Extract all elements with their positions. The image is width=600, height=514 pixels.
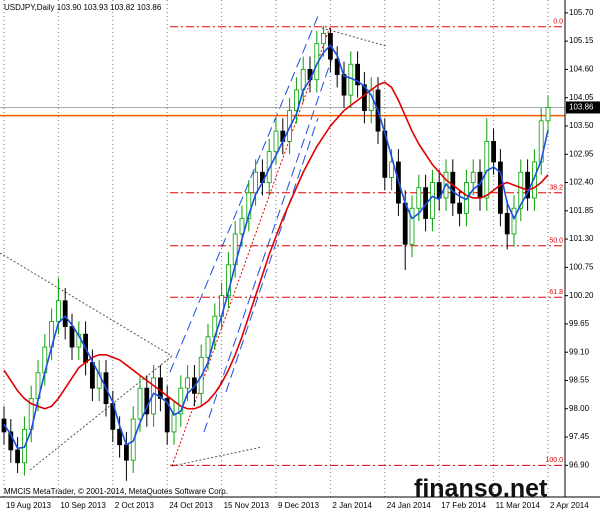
candle-body <box>389 161 395 178</box>
candle-body <box>90 362 95 389</box>
candle-body <box>525 171 530 199</box>
candle-body <box>416 187 422 209</box>
candle-body <box>137 387 143 420</box>
y-tick-label: 99.10 <box>569 347 590 356</box>
x-tick-label: 24 Oct 2013 <box>169 501 213 510</box>
candle-body <box>205 336 211 358</box>
fibo-label: 61.8 <box>549 289 563 296</box>
y-tick-label: 105.15 <box>569 36 594 45</box>
y-tick-label: 101.30 <box>569 234 594 243</box>
candle-body <box>518 171 524 209</box>
candle-body <box>157 377 163 399</box>
y-tick-label: 97.45 <box>569 432 590 441</box>
y-tick-label: 103.50 <box>569 121 594 130</box>
trend-line <box>321 27 387 47</box>
trend-line <box>171 446 263 467</box>
candle-body <box>185 377 191 389</box>
candle-body <box>225 264 231 297</box>
y-tick-label: 99.65 <box>569 319 590 328</box>
candle-body <box>15 449 21 464</box>
watermark: finanso.net <box>414 475 548 503</box>
x-tick-label: 2 Apr 2014 <box>550 501 589 510</box>
candle-body <box>504 212 510 235</box>
candle-body <box>117 428 122 446</box>
y-tick-label: 104.05 <box>569 93 594 102</box>
candle-body <box>348 63 354 96</box>
fibo-label: 100.0 <box>545 457 563 464</box>
x-tick-label: 9 Dec 2013 <box>278 501 319 510</box>
candle-body <box>470 171 476 183</box>
candle-body <box>246 192 252 219</box>
y-tick-label: 100.75 <box>569 262 594 271</box>
candle-body <box>293 89 299 111</box>
candle-body <box>491 140 497 163</box>
candle-body <box>355 63 361 86</box>
candle-body <box>409 207 415 245</box>
candle-body <box>402 202 408 245</box>
x-tick-label: 19 Aug 2013 <box>6 501 51 510</box>
candle-body <box>511 207 517 235</box>
fibo-label: 50.0 <box>549 238 563 245</box>
x-tick-label: 11 Mar 2014 <box>496 501 541 510</box>
candle-body <box>69 326 75 348</box>
candle-body <box>273 130 279 153</box>
fibo-label: 0.0 <box>553 19 563 26</box>
y-tick-label: 102.40 <box>569 178 594 187</box>
x-tick-label: 2 Oct 2013 <box>115 501 155 510</box>
candle-body <box>178 387 184 415</box>
y-tick-label: 102.95 <box>569 149 594 158</box>
candle-body <box>164 398 170 433</box>
moving-average <box>3 81 549 410</box>
y-tick-label: 104.60 <box>569 65 594 74</box>
candle-body <box>56 300 61 322</box>
candle-body <box>429 182 435 219</box>
candle-body <box>321 33 327 45</box>
candle-body <box>239 218 245 235</box>
price-box-label: 103.86 <box>569 103 594 112</box>
y-tick-label: 96.90 <box>569 460 590 469</box>
candle-body <box>457 202 463 214</box>
x-tick-label: 2 Jan 2014 <box>332 501 372 510</box>
channel-line <box>203 57 333 433</box>
channel-line <box>169 15 319 373</box>
y-tick-label: 98.55 <box>569 376 590 385</box>
candle-body <box>171 413 177 433</box>
fibo-label: 38.2 <box>549 185 563 192</box>
channel-line <box>225 117 319 393</box>
candle-body <box>341 74 347 96</box>
candle-body <box>497 161 503 214</box>
y-tick-label: 105.70 <box>569 8 594 17</box>
candle-body <box>8 431 14 451</box>
chart-title: USDJPY,Daily 103.90 103.93 103.82 103.86 <box>4 3 162 12</box>
price-box <box>566 101 600 114</box>
x-tick-label: 15 Nov 2013 <box>224 501 270 510</box>
y-tick-label: 100.20 <box>569 291 594 300</box>
candle-body <box>450 171 456 204</box>
copyright: MMCIS MetaTrader, © 2001-2014, MetaQuote… <box>4 487 228 496</box>
y-tick-label: 101.85 <box>569 206 594 215</box>
candle-body <box>361 84 367 111</box>
candle-body <box>124 444 129 461</box>
x-tick-label: 17 Feb 2014 <box>441 501 486 510</box>
y-tick-label: 98.00 <box>569 404 590 413</box>
candle-body <box>62 300 68 327</box>
candle-body <box>545 107 551 122</box>
candle-body <box>334 58 340 75</box>
trend-line <box>0 252 173 357</box>
x-tick-label: 24 Jan 2014 <box>387 501 432 510</box>
candle-body <box>144 387 150 415</box>
moving-average <box>3 43 549 450</box>
candle-body <box>253 171 259 194</box>
x-tick-label: 10 Sep 2013 <box>60 501 106 510</box>
